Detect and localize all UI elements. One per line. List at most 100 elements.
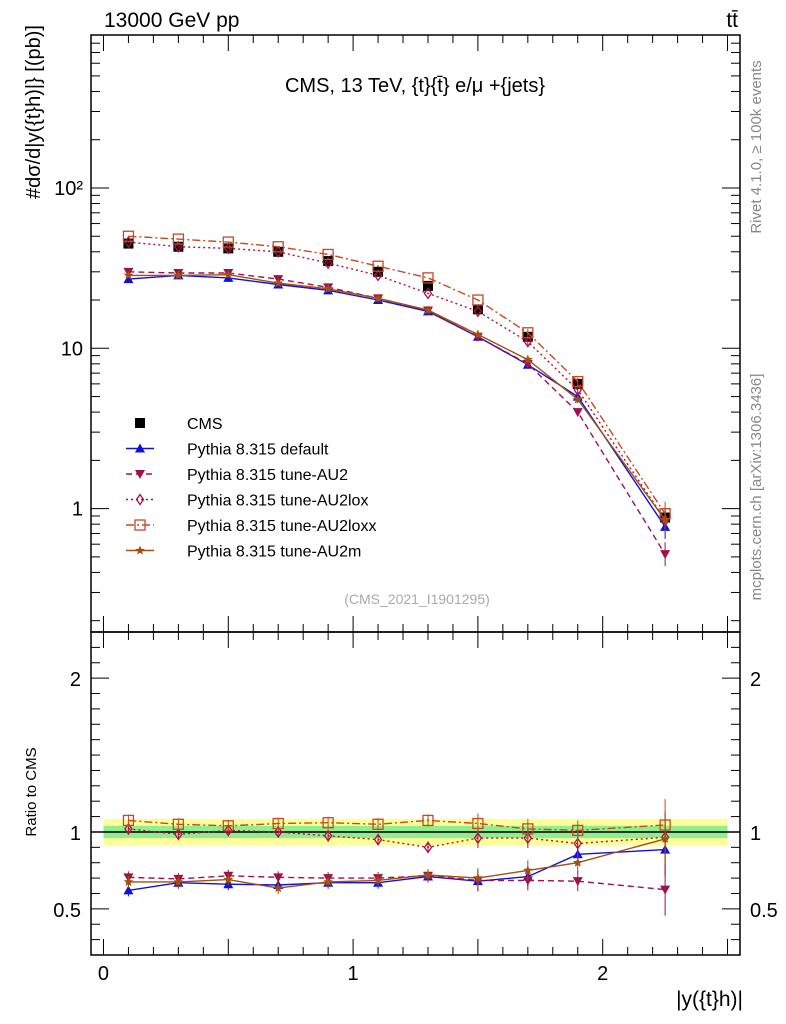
main-ylabel: #dσ/d|y({t}h)|} [(pb)] <box>23 25 45 199</box>
legend-marker <box>135 545 145 555</box>
ratio-point <box>223 824 233 837</box>
data-point <box>660 550 671 560</box>
legend-item: Pythia 8.315 default <box>126 442 329 459</box>
y-tick-label: 1 <box>72 499 83 521</box>
ratio-point <box>322 817 334 829</box>
ratio-line <box>128 848 666 892</box>
ratio-point <box>572 824 584 837</box>
data-point <box>572 375 584 388</box>
ratio-uncertainty-band <box>91 818 740 846</box>
data-point <box>660 514 670 524</box>
y-tick-label: 10 <box>61 338 83 360</box>
ratio-point <box>423 870 433 880</box>
mcplots-label: mcplots.cern.ch [arXiv:1306.3436] <box>748 374 765 601</box>
legend-label: Pythia 8.315 tune-AU2m <box>187 544 361 561</box>
y-tick-label: 10² <box>54 178 83 200</box>
ratio-point <box>660 885 671 895</box>
legend-item: Pythia 8.315 tune-AU2loxx <box>126 518 376 535</box>
legend-item: Pythia 8.315 tune-AU2lox <box>126 493 368 510</box>
data-point <box>272 241 284 253</box>
data-point <box>123 270 134 280</box>
legend-item: Pythia 8.315 tune-AU2 <box>126 467 348 484</box>
data-point <box>323 256 334 267</box>
ratio-series-2 <box>123 863 671 916</box>
ratio-line <box>128 819 666 832</box>
ratio-point <box>573 857 583 867</box>
x-axis-label: |y({t}h)| <box>676 988 743 1011</box>
data-point <box>124 235 133 249</box>
data-point <box>472 294 484 306</box>
ratio-point <box>572 877 583 887</box>
data-point <box>422 280 433 291</box>
data-point <box>573 394 583 404</box>
data-point <box>323 283 333 293</box>
main-frame <box>90 34 741 633</box>
ratio-point <box>422 814 434 827</box>
ratio-y-tick-label-right: 1 <box>750 823 761 845</box>
ratio-point <box>123 885 134 895</box>
ratio-panel: 0.5 0.5 1 1 2 2 0 1 2 Ratio to CMS |y({t}h)| <box>23 631 778 1011</box>
legend: CMS Pythia 8.315 default Pythia 8.315 tune… <box>126 416 376 561</box>
data-point <box>123 274 134 284</box>
legend-label: Pythia 8.315 tune-AU2 <box>187 467 348 484</box>
ratio-y-tick-label: 0.5 <box>53 900 81 922</box>
ratio-y-tick-label: 1 <box>70 823 81 845</box>
legend-marker <box>135 470 145 479</box>
ratio-point <box>523 831 533 845</box>
legend-marker <box>135 418 145 428</box>
data-point <box>422 272 434 284</box>
rivet-label: Rivet 4.1.0, ≥ 100k events <box>748 60 765 233</box>
process-label: tt̄ <box>726 9 738 32</box>
ratio-point <box>522 876 533 886</box>
ratio-point <box>122 814 135 827</box>
ratio-point <box>522 823 534 835</box>
ratio-point <box>273 883 283 893</box>
series-line <box>128 274 666 528</box>
ratio-point <box>472 817 484 830</box>
legend-label: Pythia 8.315 tune-AU2loxx <box>187 518 376 535</box>
legend-item: Pythia 8.315 tune-AU2m <box>126 544 361 561</box>
ratio-point <box>273 873 284 883</box>
x-tick-label: 2 <box>597 963 608 985</box>
analysis-id: (CMS_2021_I1901295) <box>344 591 490 607</box>
ratio-point <box>124 822 133 836</box>
data-point <box>174 240 183 253</box>
ratio-marks <box>122 799 671 916</box>
main-title: CMS, 13 TeV, {t}{t̄} e/μ +{jets} <box>285 75 545 97</box>
main-marks <box>122 230 671 567</box>
data-point <box>122 230 135 242</box>
ratio-point <box>323 829 333 842</box>
ratio-point <box>660 833 670 843</box>
ratio-line <box>128 875 666 891</box>
legend-label: Pythia 8.315 tune-AU2lox <box>187 493 368 510</box>
series-line <box>128 271 666 555</box>
data-point <box>273 278 283 288</box>
ratio-ylabel: Ratio to CMS <box>23 747 40 836</box>
series-pythia-3 <box>124 235 670 532</box>
ratio-point <box>173 876 184 886</box>
data-point <box>373 293 383 303</box>
ratio-point <box>172 818 185 830</box>
ratio-y-tick-label-right: 2 <box>750 669 761 691</box>
data-point <box>523 335 533 348</box>
data-point <box>323 256 333 270</box>
data-point <box>473 329 483 339</box>
data-point <box>172 233 185 245</box>
ratio-point <box>272 817 284 830</box>
data-point <box>173 270 184 280</box>
ratio-point <box>523 865 533 875</box>
ratio-point <box>372 818 384 830</box>
main-axis-ticks: 1 10 10² <box>54 34 740 632</box>
ratio-y-tick-label: 2 <box>70 669 81 691</box>
legend-item: CMS <box>135 416 223 433</box>
data-point <box>472 304 483 315</box>
ratio-point <box>473 873 483 883</box>
ratio-point <box>223 874 233 884</box>
data-point <box>372 260 384 272</box>
ratio-point <box>473 831 483 845</box>
data-point <box>223 269 233 279</box>
data-point <box>373 269 383 282</box>
legend-label: CMS <box>187 416 223 433</box>
ratio-point <box>373 833 383 846</box>
